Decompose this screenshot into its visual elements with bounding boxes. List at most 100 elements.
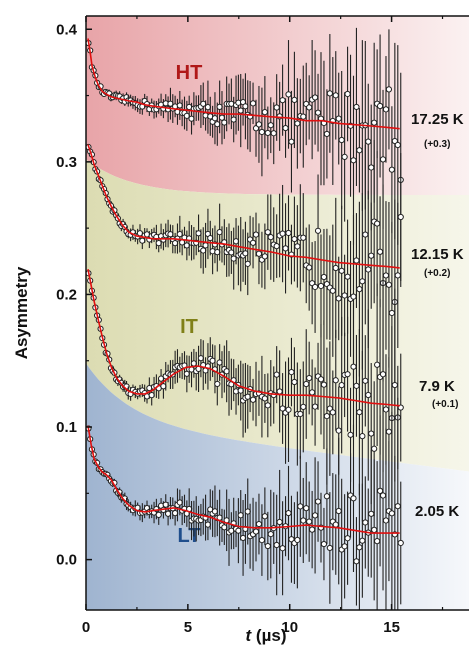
data-point [356, 286, 363, 293]
data-point [255, 250, 263, 257]
data-point [273, 541, 280, 549]
region-label-lt: LT [178, 525, 201, 547]
data-point [335, 295, 342, 302]
series-temperature-label: 12.15 K [411, 246, 464, 263]
data-point [279, 230, 286, 237]
data-point [376, 248, 384, 255]
series-1 [86, 27, 404, 288]
data-point [379, 492, 387, 499]
data-point [261, 395, 268, 402]
data-point [276, 518, 283, 526]
data-point [362, 231, 369, 238]
x-axis-label: t (µs) [246, 626, 287, 645]
data-point [155, 511, 162, 518]
data-point [368, 164, 375, 171]
x-axis-label-unit: (µs) [251, 626, 286, 645]
data-point [311, 512, 319, 519]
data-point [261, 513, 268, 520]
data-point [368, 510, 375, 517]
data-point [353, 103, 360, 111]
data-point [368, 430, 375, 437]
fit-line-3 [87, 269, 400, 407]
data-point [365, 266, 372, 273]
data-point [244, 260, 251, 267]
data-point [350, 495, 357, 502]
data-point [311, 94, 319, 101]
data-point [267, 530, 274, 538]
data-point [356, 544, 363, 551]
series-3 [86, 270, 404, 522]
x-tick-label: 5 [184, 619, 192, 636]
data-point [397, 539, 404, 547]
data-point [344, 371, 351, 378]
data-point [294, 243, 301, 250]
data-point [285, 91, 292, 98]
y-tick-label: 0.4 [56, 21, 78, 38]
data-point [261, 109, 268, 116]
data-point [391, 381, 398, 389]
data-point [285, 229, 292, 237]
data-point [297, 503, 304, 510]
y-tick-label: 0.1 [56, 419, 77, 436]
data-point [320, 381, 328, 388]
data-point [323, 130, 331, 138]
data-point [314, 109, 322, 116]
data-point [255, 520, 263, 528]
data-point [255, 121, 263, 128]
data-point [362, 519, 369, 526]
data-point [291, 378, 298, 386]
y-tick-label: 0.0 [56, 552, 77, 569]
data-point [249, 100, 257, 107]
data-point [300, 403, 307, 411]
data-point [317, 376, 325, 383]
data-point [332, 264, 339, 272]
data-point [261, 253, 268, 260]
series-temperature-label: 2.05 K [415, 503, 459, 520]
data-point [303, 505, 310, 512]
series-offset-label: (+0.1) [432, 399, 458, 410]
data-point [306, 518, 313, 525]
fit-line-1 [87, 38, 400, 130]
data-point [379, 156, 387, 163]
data-point [306, 264, 313, 271]
data-point [397, 213, 404, 221]
data-point [385, 86, 393, 93]
data-point [338, 136, 345, 144]
data-point [294, 120, 301, 127]
data-point [326, 544, 333, 552]
data-point [279, 545, 286, 552]
data-point [332, 92, 339, 99]
data-point [314, 227, 322, 234]
data-point [252, 528, 260, 535]
data-point [264, 229, 271, 236]
data-point [394, 141, 401, 149]
series-4 [86, 397, 404, 610]
data-point [267, 122, 274, 129]
data-point [311, 403, 319, 410]
data-point [329, 409, 336, 416]
data-point [344, 90, 351, 98]
data-point [385, 281, 393, 288]
data-point [359, 278, 366, 285]
region-lt-band [86, 363, 469, 610]
fit-line-4 [87, 425, 400, 534]
data-point [285, 406, 292, 413]
data-point [306, 374, 313, 382]
data-point [365, 391, 372, 399]
data-point [264, 542, 271, 550]
data-layer [86, 27, 404, 610]
data-point [379, 371, 387, 378]
data-point [350, 157, 357, 164]
data-point [374, 361, 381, 368]
data-point [388, 166, 395, 173]
data-point [362, 377, 369, 384]
data-point [300, 517, 307, 524]
data-point [323, 493, 331, 500]
data-point [317, 282, 325, 290]
data-point [347, 431, 354, 438]
region-label-ht: HT [176, 62, 203, 84]
data-point [323, 413, 331, 420]
data-point [371, 526, 378, 533]
data-point [394, 503, 401, 510]
